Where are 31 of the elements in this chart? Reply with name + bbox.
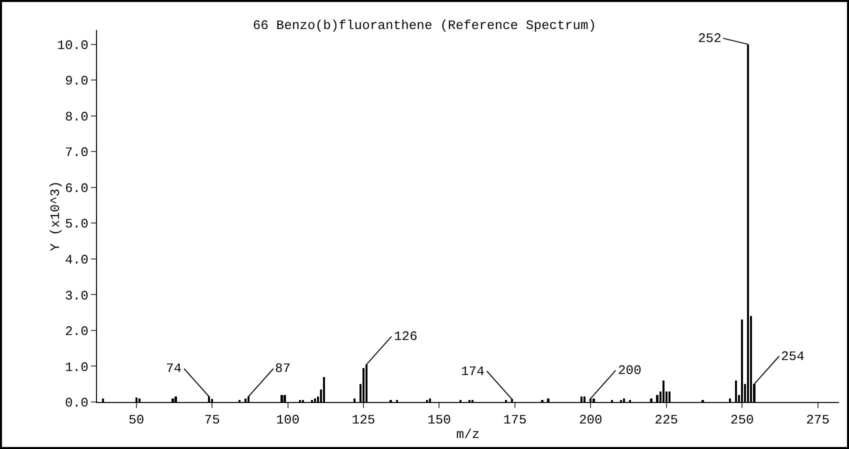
annotation: 254 <box>781 349 805 364</box>
y-tick-label: 2.0 <box>64 324 88 340</box>
x-tick-label: 125 <box>352 412 376 428</box>
annotation: 74 <box>166 361 182 376</box>
y-tick-label: 0.0 <box>64 396 88 411</box>
chart-title: 66 Benzo(b)fluoranthene (Reference Spectrum) <box>252 18 596 33</box>
x-tick-label: 200 <box>578 412 602 428</box>
y-tick-label: 1.0 <box>64 360 88 375</box>
x-tick-label: 225 <box>654 412 678 428</box>
x-tick-label: 175 <box>503 412 527 428</box>
annotation: 174 <box>461 364 485 379</box>
annotation: 87 <box>275 361 291 376</box>
x-tick-label: 50 <box>128 412 144 428</box>
annotation: 252 <box>698 31 722 46</box>
y-tick-label: 8.0 <box>64 109 88 124</box>
x-tick-label: 275 <box>806 412 830 428</box>
x-tick-label: 100 <box>276 412 300 428</box>
y-tick-label: 7.0 <box>64 145 88 160</box>
y-tick-label: 6.0 <box>64 180 88 196</box>
annotation: 126 <box>394 329 418 344</box>
y-tick-label: 10.0 <box>57 38 88 53</box>
y-tick-label: 5.0 <box>64 216 88 232</box>
x-tick-label: 150 <box>428 412 451 428</box>
y-tick-label: 3.0 <box>64 288 88 304</box>
y-tick-label: 4.0 <box>64 252 88 268</box>
y-axis-title: Y (x10^3) <box>48 180 63 252</box>
x-tick-label: 250 <box>730 412 754 428</box>
annotation: 200 <box>618 363 642 378</box>
y-tick-label: 9.0 <box>64 74 88 89</box>
x-tick-label: 75 <box>204 412 220 428</box>
x-axis-title: m/z <box>456 427 480 442</box>
